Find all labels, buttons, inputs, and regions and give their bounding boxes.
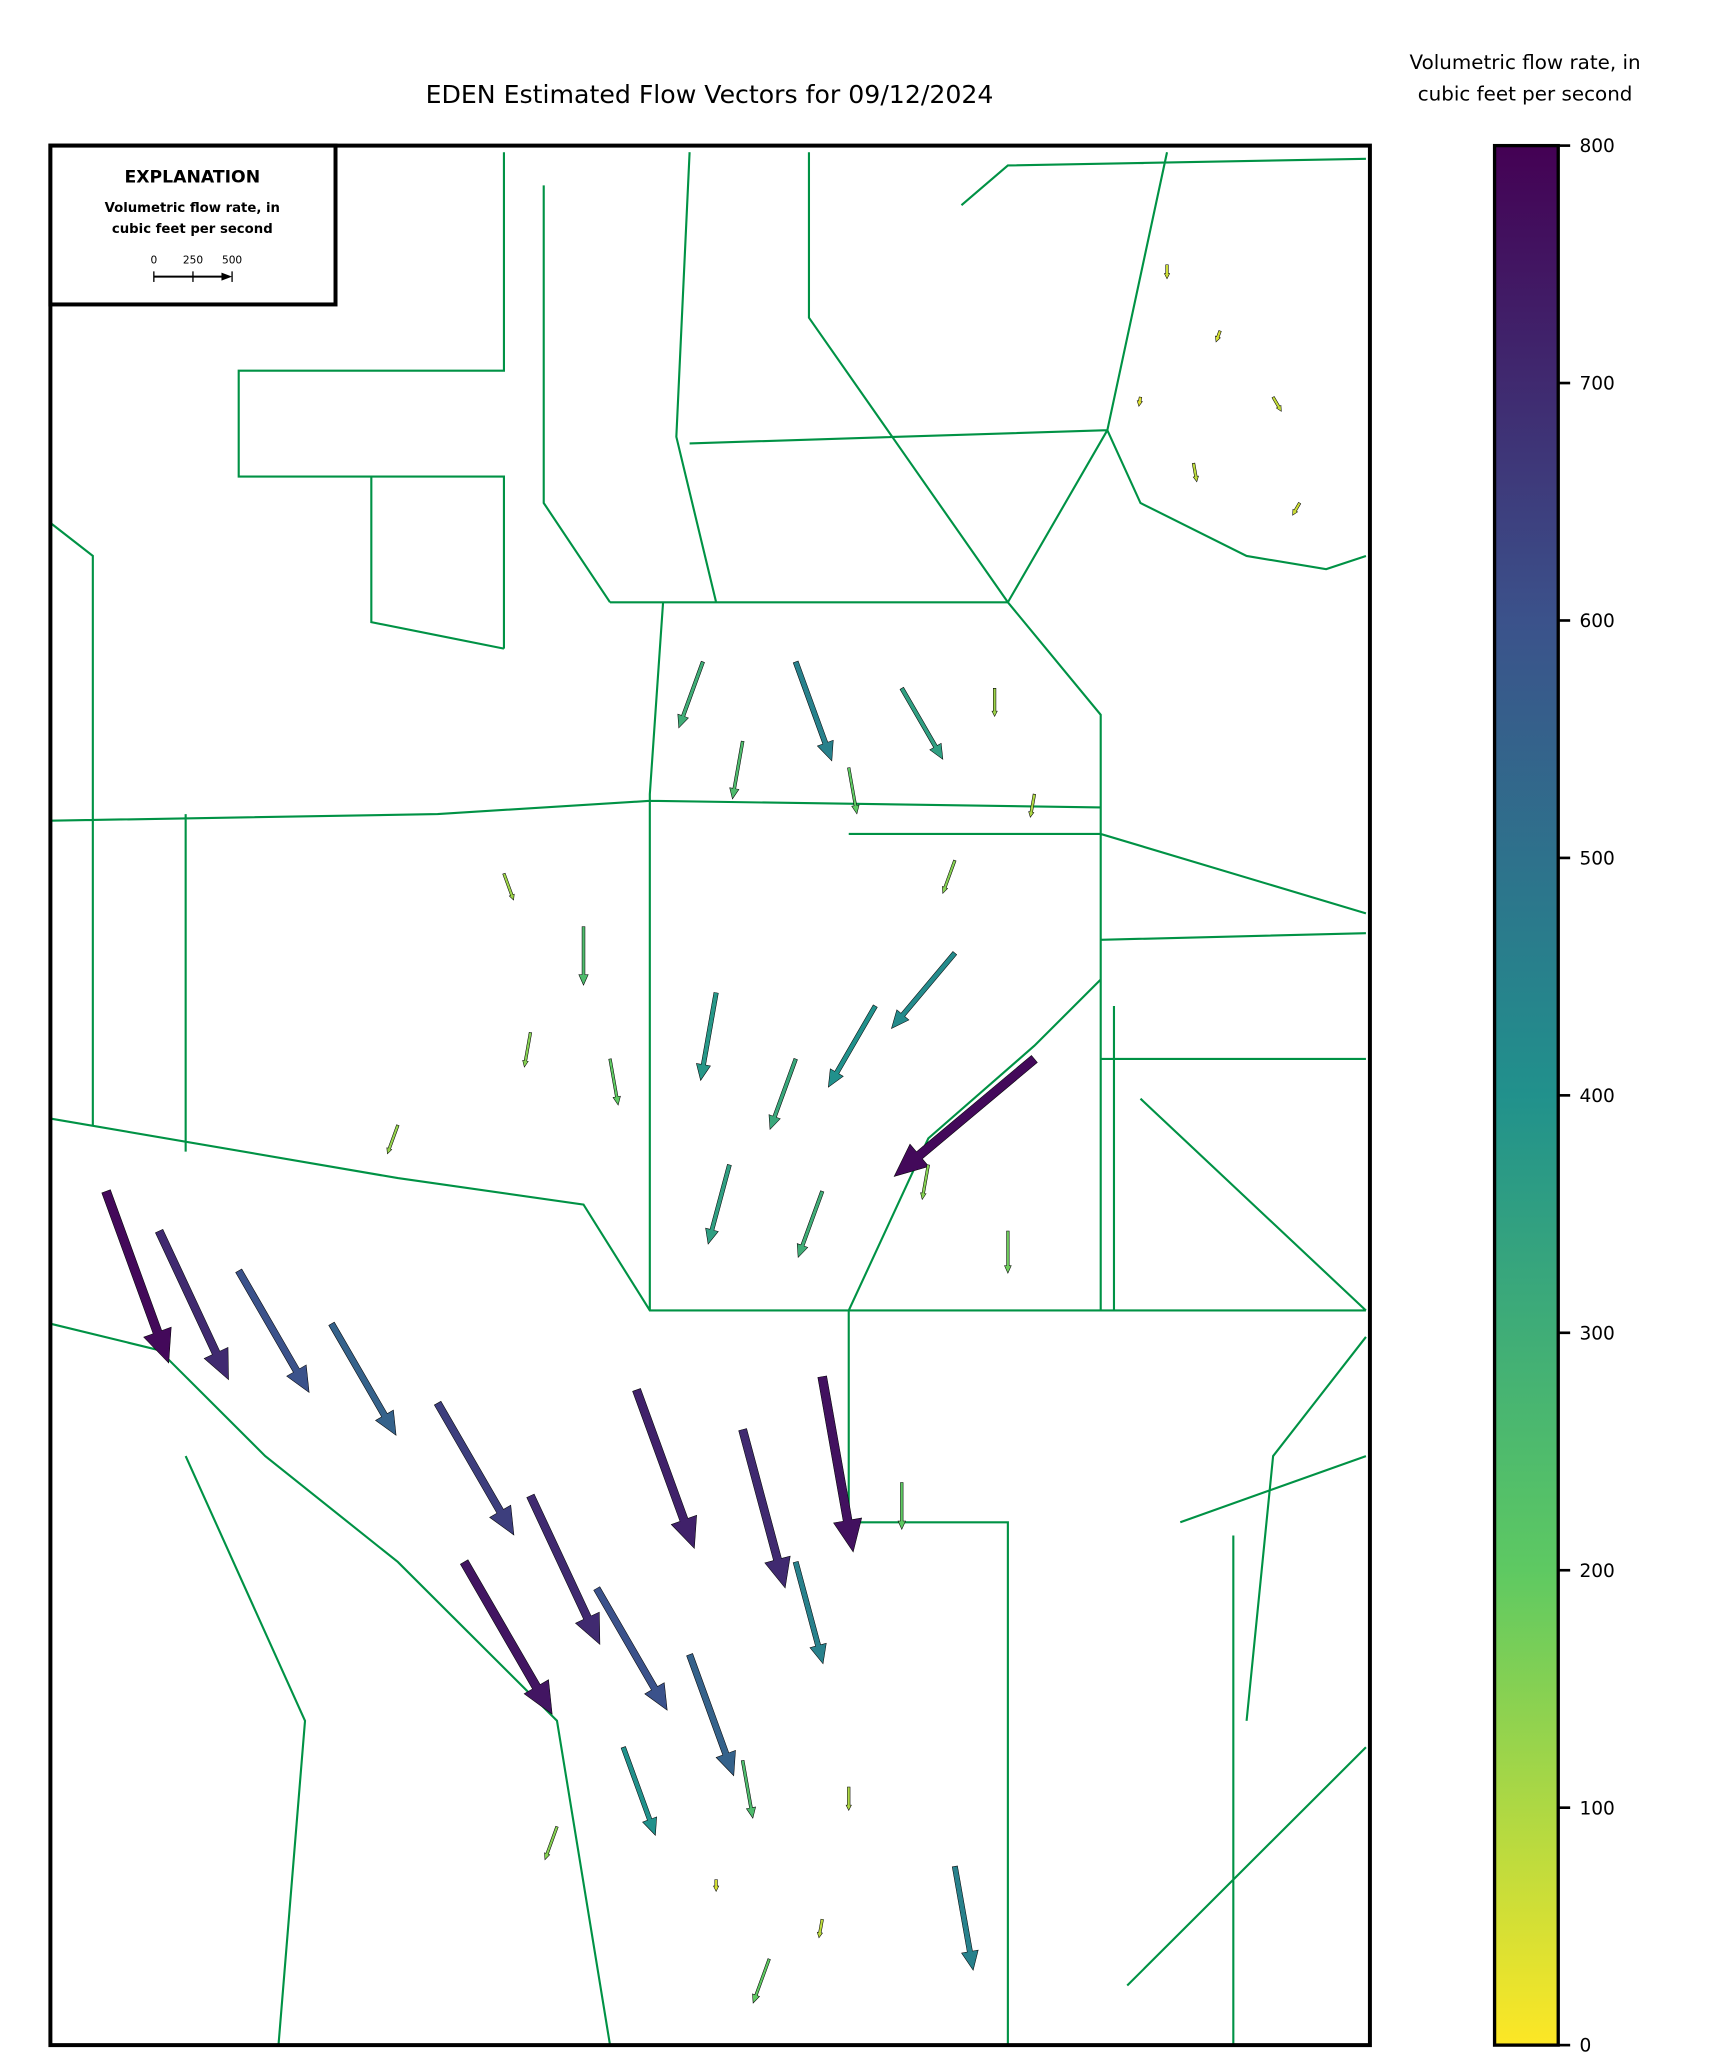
flow-arrow (578, 926, 589, 986)
flow-arrow (792, 660, 834, 762)
flow-arrow (328, 1321, 397, 1436)
flow-arrow (1271, 396, 1282, 412)
legend-text: cubic feet per second (112, 222, 273, 237)
tick-label: 800 (1579, 136, 1614, 157)
legend-title: EXPLANATION (124, 168, 260, 188)
flow-arrow (951, 1865, 979, 1971)
tick-label: 600 (1579, 611, 1614, 632)
flow-arrow (740, 1759, 756, 1819)
flow-arrow (729, 740, 745, 800)
flow-arrow (991, 688, 998, 718)
tick-label: 700 (1579, 374, 1614, 395)
flow-arrow (544, 1825, 559, 1861)
flow-vectors (101, 264, 1302, 2004)
flow-arrow (386, 1124, 400, 1155)
flow-arrow (1004, 1230, 1012, 1274)
flow-arrow (433, 1400, 515, 1536)
flow-arrow (155, 1228, 229, 1381)
flow-arrow (608, 1058, 621, 1106)
scale-label: 500 (222, 254, 242, 266)
colorbar-label: Volumetric flow rate, in (1410, 51, 1641, 74)
flow-arrow (845, 1786, 852, 1812)
flow-arrow (522, 1031, 533, 1068)
flow-arrow (899, 686, 944, 760)
flow-arrow (1163, 264, 1171, 280)
flow-arrow (686, 1653, 736, 1777)
flow-arrow (526, 1493, 601, 1646)
flow-arrow (1028, 793, 1037, 818)
flow-arrow (792, 1560, 827, 1665)
map-boundaries (49, 152, 1367, 2046)
explanation-box: EXPLANATION Volumetric flow rate, in cub… (48, 143, 338, 307)
flow-arrow (827, 1004, 878, 1088)
flow-arrow (847, 767, 860, 815)
colorbar-gradient (1492, 143, 1560, 2047)
scale-arrowhead (221, 272, 233, 281)
flow-arrow (893, 1055, 1038, 1177)
flow-arrow (235, 1268, 310, 1394)
flow-arrow (920, 1164, 930, 1201)
map-frame (48, 143, 1372, 2048)
flow-arrow (1215, 330, 1222, 343)
flow-arrow (705, 1164, 732, 1245)
flow-arrow (942, 859, 957, 895)
legend-text: Volumetric flow rate, in (105, 201, 280, 216)
flow-arrow (752, 1958, 771, 2004)
tick-label: 300 (1579, 1323, 1614, 1344)
flow-arrow (891, 951, 958, 1029)
flow-arrow (817, 1375, 863, 1553)
colorbar-label: cubic feet per second (1418, 83, 1633, 106)
flow-arrow (816, 1918, 824, 1939)
colorbar: 0 100 200 300 400 500 600 700 800 (1492, 136, 1615, 2057)
flow-arrow (459, 1559, 553, 1715)
flow-arrow (696, 992, 719, 1082)
flow-arrow (502, 872, 515, 901)
flow-arrow (632, 1388, 697, 1550)
flow-arrow (1292, 501, 1302, 516)
flow-arrow (796, 1190, 825, 1258)
flow-arrow (620, 1746, 657, 1836)
flow-arrow (713, 1879, 720, 1892)
scale-label: 0 (150, 254, 157, 266)
tick-label: 200 (1579, 1561, 1614, 1582)
flow-arrow (677, 660, 705, 729)
tick-label: 400 (1579, 1086, 1614, 1107)
chart-title: EDEN Estimated Flow Vectors for 09/12/20… (426, 80, 994, 109)
tick-label: 500 (1579, 849, 1614, 870)
flow-arrow (101, 1189, 172, 1364)
flow-arrow (1136, 396, 1143, 407)
flow-arrow (1191, 462, 1199, 483)
tick-label: 0 (1579, 2036, 1591, 2057)
scale-label: 250 (183, 254, 203, 266)
flow-arrow (593, 1586, 668, 1711)
flow-arrow (768, 1057, 798, 1131)
flow-arrow (897, 1482, 906, 1531)
flow-arrow (738, 1428, 791, 1589)
tick-label: 100 (1579, 1798, 1614, 1819)
